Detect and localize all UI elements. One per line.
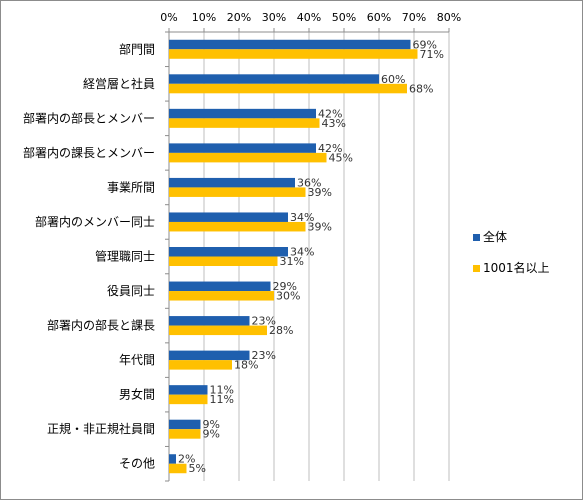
x-tick-label: 0% <box>160 11 177 24</box>
x-axis-ticks: 0% 10% 20% 30% 40% 50% 60% 70% 80% <box>160 11 461 24</box>
data-label: 29% <box>273 280 297 293</box>
category-label: 役員同士 <box>107 283 155 298</box>
data-label: 18% <box>234 359 258 372</box>
category-label: 部署内のメンバー同士 <box>35 214 155 229</box>
bar-large <box>169 291 274 301</box>
data-label: 45% <box>329 151 353 164</box>
bar-large <box>169 463 187 474</box>
bar-large <box>169 187 306 197</box>
legend-swatch <box>473 265 480 272</box>
data-label: 39% <box>308 186 332 199</box>
category-label: 正規・非正規社員間 <box>47 421 155 436</box>
data-label: 42% <box>318 142 342 155</box>
category-label: 部署内の課長とメンバー <box>23 145 155 160</box>
data-label: 68% <box>409 82 433 95</box>
data-label: 28% <box>269 324 293 337</box>
data-label: 31% <box>280 255 304 268</box>
data-label: 60% <box>381 73 405 86</box>
data-label: 71% <box>420 48 444 61</box>
bar-all <box>169 247 288 257</box>
bar-large <box>169 152 327 163</box>
category-label: 部門間 <box>119 41 155 56</box>
data-label: 5% <box>189 462 206 475</box>
x-tick-label: 80% <box>437 11 461 24</box>
category-label: 事業所間 <box>107 180 155 194</box>
bar-large <box>169 118 320 128</box>
bar-all <box>169 74 379 84</box>
data-label: 11% <box>210 384 234 397</box>
data-label: 36% <box>297 176 321 189</box>
bar-large <box>169 325 267 336</box>
data-labels: 69%71%60%68%42%43%42%45%36%39%34%39%34%3… <box>178 38 444 475</box>
bar-large <box>169 49 418 59</box>
x-tick-label: 70% <box>402 11 426 24</box>
legend-label: 全体 <box>483 229 507 244</box>
bar-all <box>169 350 250 361</box>
bar-large <box>169 429 201 439</box>
bar-all <box>169 143 316 153</box>
category-label: 年代間 <box>119 353 155 367</box>
bars <box>169 39 418 474</box>
bar-all <box>169 385 208 395</box>
data-label: 30% <box>276 290 300 303</box>
category-label: その他 <box>119 457 155 471</box>
bar-all <box>169 454 176 464</box>
data-label: 43% <box>322 117 346 130</box>
bar-all <box>169 419 201 430</box>
data-label: 9% <box>203 418 220 431</box>
x-tick-label: 30% <box>262 11 286 24</box>
bar-all <box>169 316 250 326</box>
bar-all <box>169 39 411 50</box>
category-label: 部署内の部長とメンバー <box>23 110 155 125</box>
data-label: 2% <box>178 453 195 466</box>
bar-large <box>169 394 208 405</box>
bar-large <box>169 256 278 266</box>
legend-label: 1001名以上 <box>483 260 550 275</box>
data-label: 69% <box>413 38 437 51</box>
category-label: 経営層と社員 <box>83 76 155 91</box>
data-label: 39% <box>308 220 332 233</box>
bar-all <box>169 281 271 292</box>
bar-all <box>169 177 295 188</box>
category-label: 管理職同士 <box>95 249 155 264</box>
bar-all <box>169 108 316 119</box>
data-label: 34% <box>290 211 314 224</box>
legend: 全体 1001名以上 <box>473 229 550 275</box>
category-label: 部署内の部長と課長 <box>47 318 155 333</box>
x-tick-label: 20% <box>227 11 251 24</box>
bar-large <box>169 221 306 232</box>
data-label: 34% <box>290 246 314 259</box>
bar-all <box>169 212 288 222</box>
data-label: 11% <box>210 393 234 406</box>
x-tick-label: 10% <box>192 11 216 24</box>
legend-swatch <box>473 234 480 241</box>
x-tick-label: 40% <box>297 11 321 24</box>
x-tick-label: 50% <box>332 11 356 24</box>
category-label: 男女間 <box>119 387 155 402</box>
data-label: 42% <box>318 107 342 120</box>
bar-large <box>169 83 407 94</box>
bar-large <box>169 360 232 370</box>
data-label: 23% <box>252 315 276 328</box>
x-tick-label: 60% <box>367 11 391 24</box>
category-labels: 部門間経営層と社員部署内の部長とメンバー部署内の課長とメンバー事業所間部署内のメ… <box>23 41 155 470</box>
data-label: 9% <box>203 428 220 441</box>
data-label: 23% <box>252 349 276 362</box>
